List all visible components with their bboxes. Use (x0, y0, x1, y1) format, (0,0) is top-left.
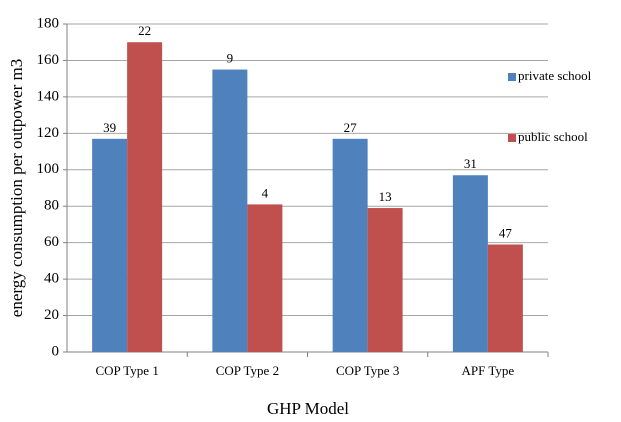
y-tick-label: 100 (37, 161, 60, 177)
y-tick-label: 0 (52, 343, 60, 359)
bar (127, 42, 163, 352)
y-tick-label: 140 (37, 88, 60, 104)
y-tick-label: 180 (37, 15, 60, 31)
count-label: 22 (138, 23, 151, 38)
bar (367, 208, 403, 352)
y-tick-label: 60 (44, 234, 59, 250)
bar (452, 175, 488, 352)
y-tick-label: 40 (44, 271, 59, 287)
bar (212, 69, 248, 353)
x-tick-label: COP Type 3 (336, 363, 399, 378)
x-tick-label: APF Type (462, 363, 515, 378)
y-tick-label: 160 (37, 52, 60, 68)
count-label: 39 (103, 120, 116, 135)
legend-swatch (508, 73, 516, 81)
bar (487, 244, 523, 352)
y-axis-title: energy consumption per outpower m3 (7, 59, 26, 317)
y-tick-label: 80 (44, 198, 59, 214)
legend-label: private school (518, 68, 592, 83)
count-label: 31 (464, 156, 477, 171)
legend-label: public school (518, 129, 588, 144)
x-tick-label: COP Type 1 (95, 363, 158, 378)
count-label: 4 (262, 185, 269, 200)
bar (332, 138, 368, 352)
count-label: 27 (344, 120, 358, 135)
bar (247, 204, 283, 352)
x-tick-label: COP Type 2 (216, 363, 279, 378)
y-tick-label: 120 (37, 125, 60, 141)
count-label: 47 (499, 225, 513, 240)
count-label: 13 (379, 189, 392, 204)
bar (92, 138, 128, 352)
x-axis-title: GHP Model (267, 399, 349, 418)
legend-swatch (508, 134, 516, 142)
count-label: 9 (227, 51, 234, 66)
y-tick-label: 20 (44, 307, 59, 323)
